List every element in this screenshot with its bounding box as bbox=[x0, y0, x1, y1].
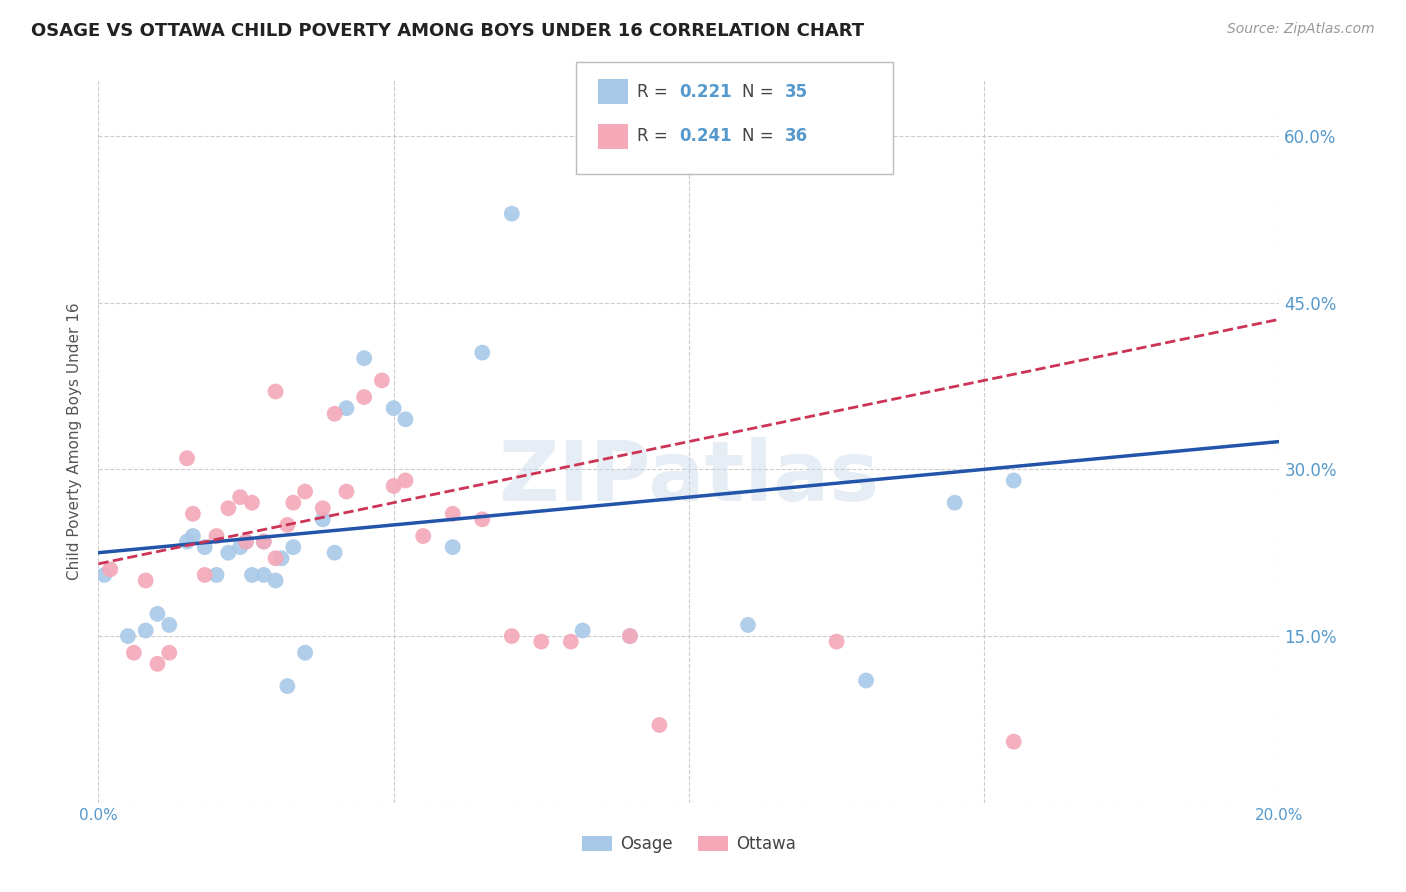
Point bbox=[441, 507, 464, 521]
Text: 0.241: 0.241 bbox=[679, 128, 731, 145]
Text: 0.221: 0.221 bbox=[679, 83, 731, 101]
Point bbox=[157, 618, 180, 632]
Point bbox=[1002, 474, 1025, 488]
Point bbox=[312, 501, 335, 516]
Y-axis label: Child Poverty Among Boys Under 16: Child Poverty Among Boys Under 16 bbox=[67, 302, 83, 581]
Point bbox=[501, 207, 523, 221]
Point bbox=[229, 540, 252, 554]
Point bbox=[312, 512, 335, 526]
Point bbox=[619, 629, 641, 643]
Point bbox=[943, 496, 966, 510]
Point bbox=[394, 412, 416, 426]
Point bbox=[176, 534, 198, 549]
Point bbox=[619, 629, 641, 643]
Point bbox=[737, 618, 759, 632]
Point bbox=[205, 529, 228, 543]
Point bbox=[235, 534, 257, 549]
Point bbox=[283, 496, 305, 510]
Text: N =: N = bbox=[742, 83, 779, 101]
Text: R =: R = bbox=[637, 83, 673, 101]
Text: R =: R = bbox=[637, 128, 673, 145]
Point bbox=[283, 540, 305, 554]
Text: 36: 36 bbox=[785, 128, 807, 145]
Point bbox=[194, 540, 217, 554]
Point bbox=[294, 646, 316, 660]
Point bbox=[571, 624, 593, 638]
Point bbox=[253, 534, 276, 549]
Point bbox=[382, 401, 405, 416]
Point bbox=[560, 634, 582, 648]
Point bbox=[276, 679, 298, 693]
Point bbox=[217, 501, 239, 516]
Point bbox=[240, 496, 263, 510]
Point bbox=[93, 568, 115, 582]
Text: Source: ZipAtlas.com: Source: ZipAtlas.com bbox=[1227, 22, 1375, 37]
Point bbox=[855, 673, 877, 688]
Point bbox=[335, 484, 357, 499]
Text: OSAGE VS OTTAWA CHILD POVERTY AMONG BOYS UNDER 16 CORRELATION CHART: OSAGE VS OTTAWA CHILD POVERTY AMONG BOYS… bbox=[31, 22, 865, 40]
Point bbox=[146, 607, 169, 621]
Point bbox=[412, 529, 434, 543]
Point bbox=[471, 345, 494, 359]
Point bbox=[135, 574, 157, 588]
Point bbox=[229, 490, 252, 504]
Point bbox=[323, 546, 346, 560]
Point bbox=[264, 574, 287, 588]
Point bbox=[157, 646, 180, 660]
Point bbox=[135, 624, 157, 638]
Point bbox=[382, 479, 405, 493]
Point bbox=[205, 568, 228, 582]
Point bbox=[530, 634, 553, 648]
Point bbox=[194, 568, 217, 582]
Point bbox=[235, 534, 257, 549]
Point bbox=[122, 646, 145, 660]
Point bbox=[98, 562, 121, 576]
Point bbox=[501, 629, 523, 643]
Point bbox=[471, 512, 494, 526]
Point bbox=[240, 568, 263, 582]
Point bbox=[371, 373, 394, 387]
Point bbox=[394, 474, 416, 488]
Point bbox=[217, 546, 239, 560]
Point bbox=[176, 451, 198, 466]
Point bbox=[294, 484, 316, 499]
Point bbox=[353, 390, 375, 404]
Point bbox=[1002, 734, 1025, 748]
Point bbox=[181, 507, 204, 521]
Point bbox=[323, 407, 346, 421]
Point bbox=[270, 551, 292, 566]
Text: 35: 35 bbox=[785, 83, 807, 101]
Text: ZIPatlas: ZIPatlas bbox=[499, 437, 879, 518]
Point bbox=[825, 634, 848, 648]
Point bbox=[117, 629, 139, 643]
Point bbox=[253, 534, 276, 549]
Point bbox=[253, 568, 276, 582]
Point bbox=[146, 657, 169, 671]
Point bbox=[353, 351, 375, 366]
Point bbox=[335, 401, 357, 416]
Legend: Osage, Ottawa: Osage, Ottawa bbox=[575, 828, 803, 860]
Point bbox=[648, 718, 671, 732]
Point bbox=[264, 384, 287, 399]
Point bbox=[441, 540, 464, 554]
Text: N =: N = bbox=[742, 128, 779, 145]
Point bbox=[181, 529, 204, 543]
Point bbox=[264, 551, 287, 566]
Point bbox=[276, 517, 298, 532]
